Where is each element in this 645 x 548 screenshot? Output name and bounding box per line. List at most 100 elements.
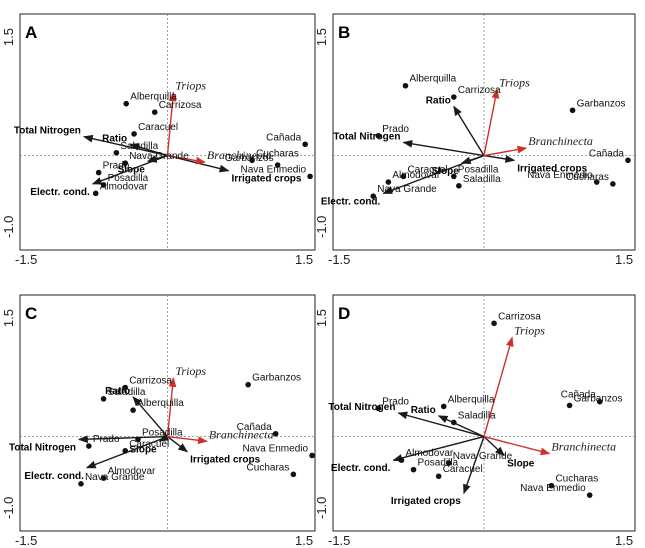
site-point-garbanzos: [245, 381, 251, 388]
species-vector-label: Branchinecta: [207, 148, 272, 162]
site-point-alberquilla: [130, 407, 136, 413]
y-tick-label: 1.5: [1, 28, 16, 46]
species-vector-triops: [483, 336, 514, 437]
x-tick-label: 1.5: [615, 533, 633, 548]
env-vector-electr-cond: [382, 154, 485, 195]
species-vector-label: Branchinecta: [209, 427, 274, 441]
site-point-caracuel: [400, 173, 407, 180]
site-point-carrizosa: [451, 94, 457, 100]
site-point-cucharas: [548, 482, 555, 489]
site-label: Cucharas: [555, 474, 598, 485]
site-point-saladilla: [451, 419, 457, 426]
site-label: Almodovar: [108, 466, 156, 477]
env-vector-ratio: [437, 415, 485, 438]
site-point-saladilla: [456, 183, 462, 189]
site-point-carrizosa: [122, 384, 129, 391]
site-label: Almodovar: [392, 170, 440, 181]
env-vector-ratio: [129, 143, 168, 157]
env-vector-label: Irrigated crops: [517, 163, 587, 174]
species-vector-triops: [166, 377, 177, 437]
env-vector-total-nitrogen: [402, 139, 485, 157]
site-point-alberquilla: [402, 82, 409, 89]
site-point-garbanzos: [274, 162, 281, 168]
species-vector-triops: [483, 88, 500, 156]
x-tick-label: -1.5: [15, 533, 37, 548]
env-vector-label: Irrigated crops: [391, 496, 461, 507]
site-label: Alberquilla: [448, 394, 495, 405]
site-label: Prado: [382, 396, 409, 407]
site-point-caracuel: [122, 447, 129, 454]
species-vector-label: Triops: [514, 323, 545, 337]
env-vector-label: Irrigated crops: [231, 174, 301, 185]
panel-label: C: [25, 304, 37, 323]
site-label: Nava Grande: [85, 472, 145, 483]
site-label: Carrizosa: [129, 376, 172, 387]
site-label: Saladilla: [463, 174, 501, 185]
env-vector-ratio: [453, 105, 485, 156]
x-tick-label: 1.5: [295, 533, 313, 548]
site-label: Nava Enmedio: [242, 443, 308, 454]
site-point-garbanzos: [566, 402, 573, 409]
site-point-caracuel: [435, 473, 442, 480]
site-point-almodovar: [92, 190, 99, 197]
site-label: Cucharas: [247, 462, 290, 473]
species-vector-branchinecta: [483, 435, 551, 456]
site-label: Saladilla: [458, 410, 496, 421]
y-tick-label: -1.0: [1, 216, 16, 238]
site-point-prado: [375, 132, 382, 139]
site-label: Carrizosa: [159, 100, 202, 111]
y-tick-label: -1.0: [1, 497, 16, 519]
panel-label: B: [338, 23, 350, 42]
site-label: Garbanzos: [577, 98, 626, 109]
env-vector-total-nitrogen: [82, 134, 168, 157]
y-tick-label: -1.0: [314, 216, 329, 238]
x-tick-label: -1.5: [328, 533, 350, 548]
site-label: Cañada: [266, 132, 301, 143]
env-vector-total-nitrogen: [397, 411, 485, 438]
y-tick-label: 1.5: [314, 28, 329, 46]
site-label: Alberquilla: [130, 92, 177, 103]
site-label: Cañada: [237, 422, 272, 433]
env-vector-label: Slope: [507, 458, 535, 469]
site-label: Prado: [103, 161, 130, 172]
species-vector-branchinecta: [167, 435, 208, 445]
site-label: Cucharas: [566, 172, 609, 183]
site-label: Saladilla: [108, 387, 146, 398]
env-vector-irrigated-crops: [463, 436, 485, 495]
env-vector-total-nitrogen: [78, 435, 168, 444]
site-point-nava-grande: [122, 160, 129, 166]
site-point-garbanzos: [569, 107, 576, 114]
env-vector-label: Total Nitrogen: [333, 131, 400, 142]
x-tick-label: -1.5: [15, 252, 37, 267]
site-point-cucharas: [610, 181, 616, 187]
site-label: Alberquilla: [409, 74, 456, 85]
site-label: Garbanzos: [225, 153, 274, 164]
site-point-cucharas: [290, 471, 297, 478]
env-vector-label: Total Nitrogen: [328, 402, 395, 413]
site-label: Caracuel: [407, 164, 447, 175]
env-vector-slope: [483, 436, 505, 457]
site-point-cucharas: [249, 157, 255, 164]
env-vector-ratio: [132, 396, 169, 438]
site-point-saladilla: [100, 396, 107, 402]
site-label: Posadilla: [418, 458, 459, 469]
site-point-prado: [375, 405, 382, 412]
species-vector-triops: [166, 91, 177, 156]
y-tick-label: 1.5: [1, 309, 16, 327]
site-label: Carrizosa: [498, 311, 541, 322]
env-vector-label: Ratio: [426, 96, 451, 107]
y-tick-label: -1.0: [314, 497, 329, 519]
site-point-ca-ada: [302, 141, 308, 148]
site-label: Nava Grande: [129, 151, 189, 162]
site-label: Caracuel: [129, 439, 169, 450]
env-vector-label: Ratio: [411, 405, 436, 416]
site-label: Cañada: [561, 390, 596, 401]
env-vector-label: Total Nitrogen: [9, 442, 76, 453]
site-label: Garbanzos: [574, 393, 623, 404]
site-label: Posadilla: [108, 173, 149, 184]
site-label: Prado: [382, 124, 409, 135]
env-vector-electr-cond: [392, 435, 485, 462]
species-vector-label: Triops: [175, 78, 206, 92]
site-point-ca-ada: [596, 398, 603, 405]
env-vector-label: Electr. cond.: [331, 463, 391, 474]
